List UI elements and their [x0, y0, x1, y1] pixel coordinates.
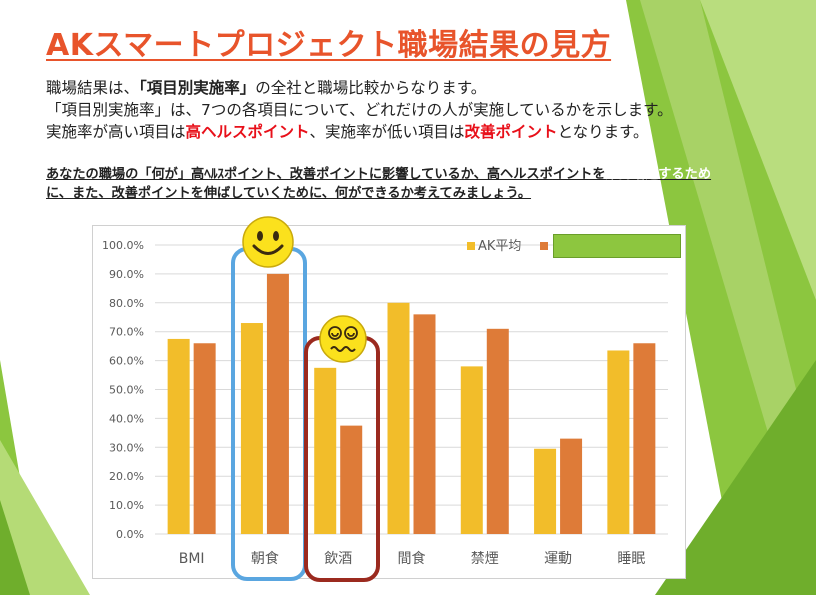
bar-workplace	[193, 343, 216, 534]
bar-ak-average	[387, 302, 410, 534]
highlight-frame-drinking	[304, 336, 380, 582]
bar-ak-average	[607, 350, 630, 534]
legend-color-box	[553, 234, 681, 258]
note-line-2: に、また、改善ポイントを伸ばしていくために、何ができるか考えてみましょう。	[46, 186, 532, 201]
bar-ak-average	[240, 323, 263, 534]
bar-ak-average	[460, 366, 483, 534]
y-tick-label: 50.0%	[109, 384, 144, 397]
term-item-rate: 「項目別実施率」	[139, 79, 256, 97]
legend-swatch-workplace	[540, 242, 548, 250]
x-category-label: 間食	[398, 550, 426, 567]
bar-chart: 100.0% 90.0% 80.0% 70.0% 60.0% 50.0% 40.0% 30.0…	[92, 225, 686, 579]
x-category-label: 飲酒	[324, 551, 352, 567]
bar-workplace	[413, 314, 436, 534]
bar-workplace	[486, 328, 509, 534]
x-category-label: 睡眠	[617, 551, 645, 567]
chart-canvas: 100.0% 90.0% 80.0% 70.0% 60.0% 50.0% 40.0% 30.0…	[102, 239, 668, 567]
note-line-1: あなたの職場の「何が」高ﾍﾙｽポイント、改善ポイントに影響しているか、高ヘルスポ…	[46, 167, 712, 182]
bar-workplace	[340, 425, 363, 534]
high-health-point-term: 高ヘルスポイント	[185, 123, 310, 141]
highlight-frame-breakfast	[231, 247, 307, 581]
y-tick-label: 90.0%	[109, 268, 144, 281]
intro-line-3: 実施率が高い項目は高ヘルスポイント、実施率が低い項目は改善ポイントとなります。	[46, 123, 649, 141]
dizzy-face-icon	[319, 315, 367, 363]
x-category-label: 禁煙	[471, 551, 499, 567]
bar-workplace	[560, 438, 583, 534]
y-tick-label: 30.0%	[109, 441, 144, 454]
y-tick-label: 70.0%	[109, 326, 144, 339]
bar-workplace	[633, 343, 656, 534]
smiley-face-icon	[242, 216, 294, 268]
note-highlight: 維持増進するため	[605, 167, 712, 182]
legend-swatch-ak	[467, 242, 475, 250]
y-tick-label: 10.0%	[109, 499, 144, 512]
y-tick-label: 80.0%	[109, 297, 144, 310]
x-category-label: BMI	[179, 551, 205, 567]
slide-title: AKスマートプロジェクト職場結果の見方	[46, 28, 612, 63]
y-tick-label: 0.0%	[116, 528, 144, 541]
bar-workplace	[266, 273, 289, 534]
legend-label-ak: AK平均	[478, 239, 521, 254]
y-tick-label: 100.0%	[102, 239, 144, 252]
y-tick-label: 40.0%	[109, 412, 144, 425]
intro-text: 職場結果は、「項目別実施率」の全社と職場比較からなります。 「項目別実施率」は、…	[46, 77, 746, 143]
y-tick-label: 60.0%	[109, 355, 144, 368]
bar-ak-average	[534, 448, 557, 534]
intro-line-1: 職場結果は、「項目別実施率」の全社と職場比較からなります。	[46, 79, 487, 97]
improvement-point-term: 改善ポイント	[464, 123, 558, 141]
x-category-label: 運動	[544, 551, 572, 567]
bar-ak-average	[314, 367, 337, 534]
y-tick-label: 20.0%	[109, 470, 144, 483]
bar-ak-average	[167, 338, 190, 534]
x-category-label: 朝食	[251, 550, 279, 567]
guidance-note: あなたの職場の「何が」高ﾍﾙｽポイント、改善ポイントに影響しているか、高ヘルスポ…	[46, 165, 816, 203]
intro-line-2: 「項目別実施率」は、7つの各項目について、どれだけの人が実施しているかを示します…	[46, 101, 673, 119]
